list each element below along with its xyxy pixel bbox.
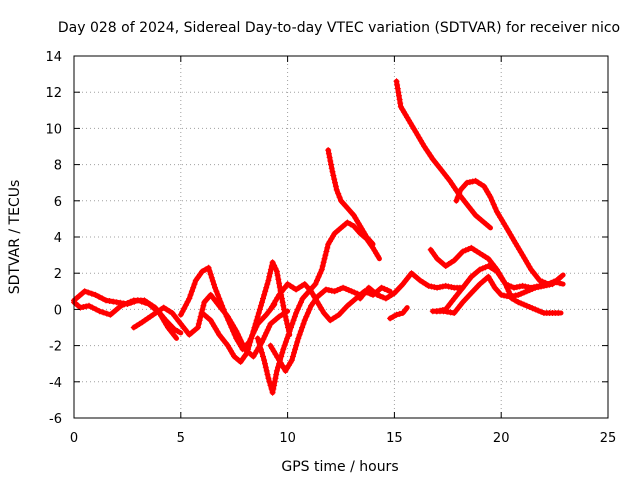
y-tick-label: 14 <box>45 50 62 65</box>
series-sat-o <box>434 263 564 316</box>
series-markers <box>254 219 381 396</box>
x-tick-label: 5 <box>177 431 185 446</box>
series-sat-j <box>357 270 466 302</box>
series-sat-k <box>387 305 410 322</box>
x-tick-label: 25 <box>600 431 617 446</box>
series-markers <box>393 78 492 230</box>
x-axis-label: GPS time / hours <box>281 459 398 475</box>
series-line <box>453 178 566 287</box>
y-tick-label: -2 <box>49 340 62 355</box>
series-sat-h <box>267 281 393 324</box>
x-tick-label: 10 <box>279 431 296 446</box>
series-sat-p <box>453 177 566 288</box>
series-markers <box>199 259 292 365</box>
series-line <box>131 292 291 359</box>
series-markers <box>387 307 409 322</box>
chart-title: Day 028 of 2024, Sidereal Day-to-day VTE… <box>58 20 620 36</box>
series-markers <box>325 147 374 245</box>
series-markers <box>453 177 564 288</box>
y-tick-label: 6 <box>54 195 62 210</box>
series-sat-e <box>199 259 293 365</box>
y-tick-label: -6 <box>49 412 62 427</box>
y-tick-label: 12 <box>45 86 62 101</box>
series-sat-l <box>393 78 493 231</box>
x-tick-label: 20 <box>493 431 510 446</box>
y-tick-label: 8 <box>54 159 62 174</box>
series-markers <box>267 281 391 324</box>
y-tick-label: -4 <box>49 376 62 391</box>
y-tick-label: 4 <box>54 231 62 246</box>
series-markers <box>71 288 178 339</box>
x-tick-label: 0 <box>70 431 78 446</box>
series-line <box>268 281 393 323</box>
series-line <box>394 78 493 231</box>
x-tick-label: 15 <box>386 431 403 446</box>
series-sat-f <box>254 219 382 396</box>
series-sat-b <box>71 288 179 341</box>
y-axis-label: SDTVAR / TECUs <box>7 180 23 295</box>
series-sat-i <box>325 147 376 247</box>
series-markers <box>434 263 562 316</box>
y-tick-label: 2 <box>54 267 62 282</box>
data-traces <box>71 78 566 396</box>
y-tick-label: 10 <box>45 122 62 137</box>
axis-ticks: 0 5 10 15 20 25 -6 -4 -2 0 2 4 6 8 10 12 14 <box>45 50 616 446</box>
y-tick-label: 0 <box>54 303 62 318</box>
grid <box>74 56 608 418</box>
series-markers <box>357 270 463 302</box>
